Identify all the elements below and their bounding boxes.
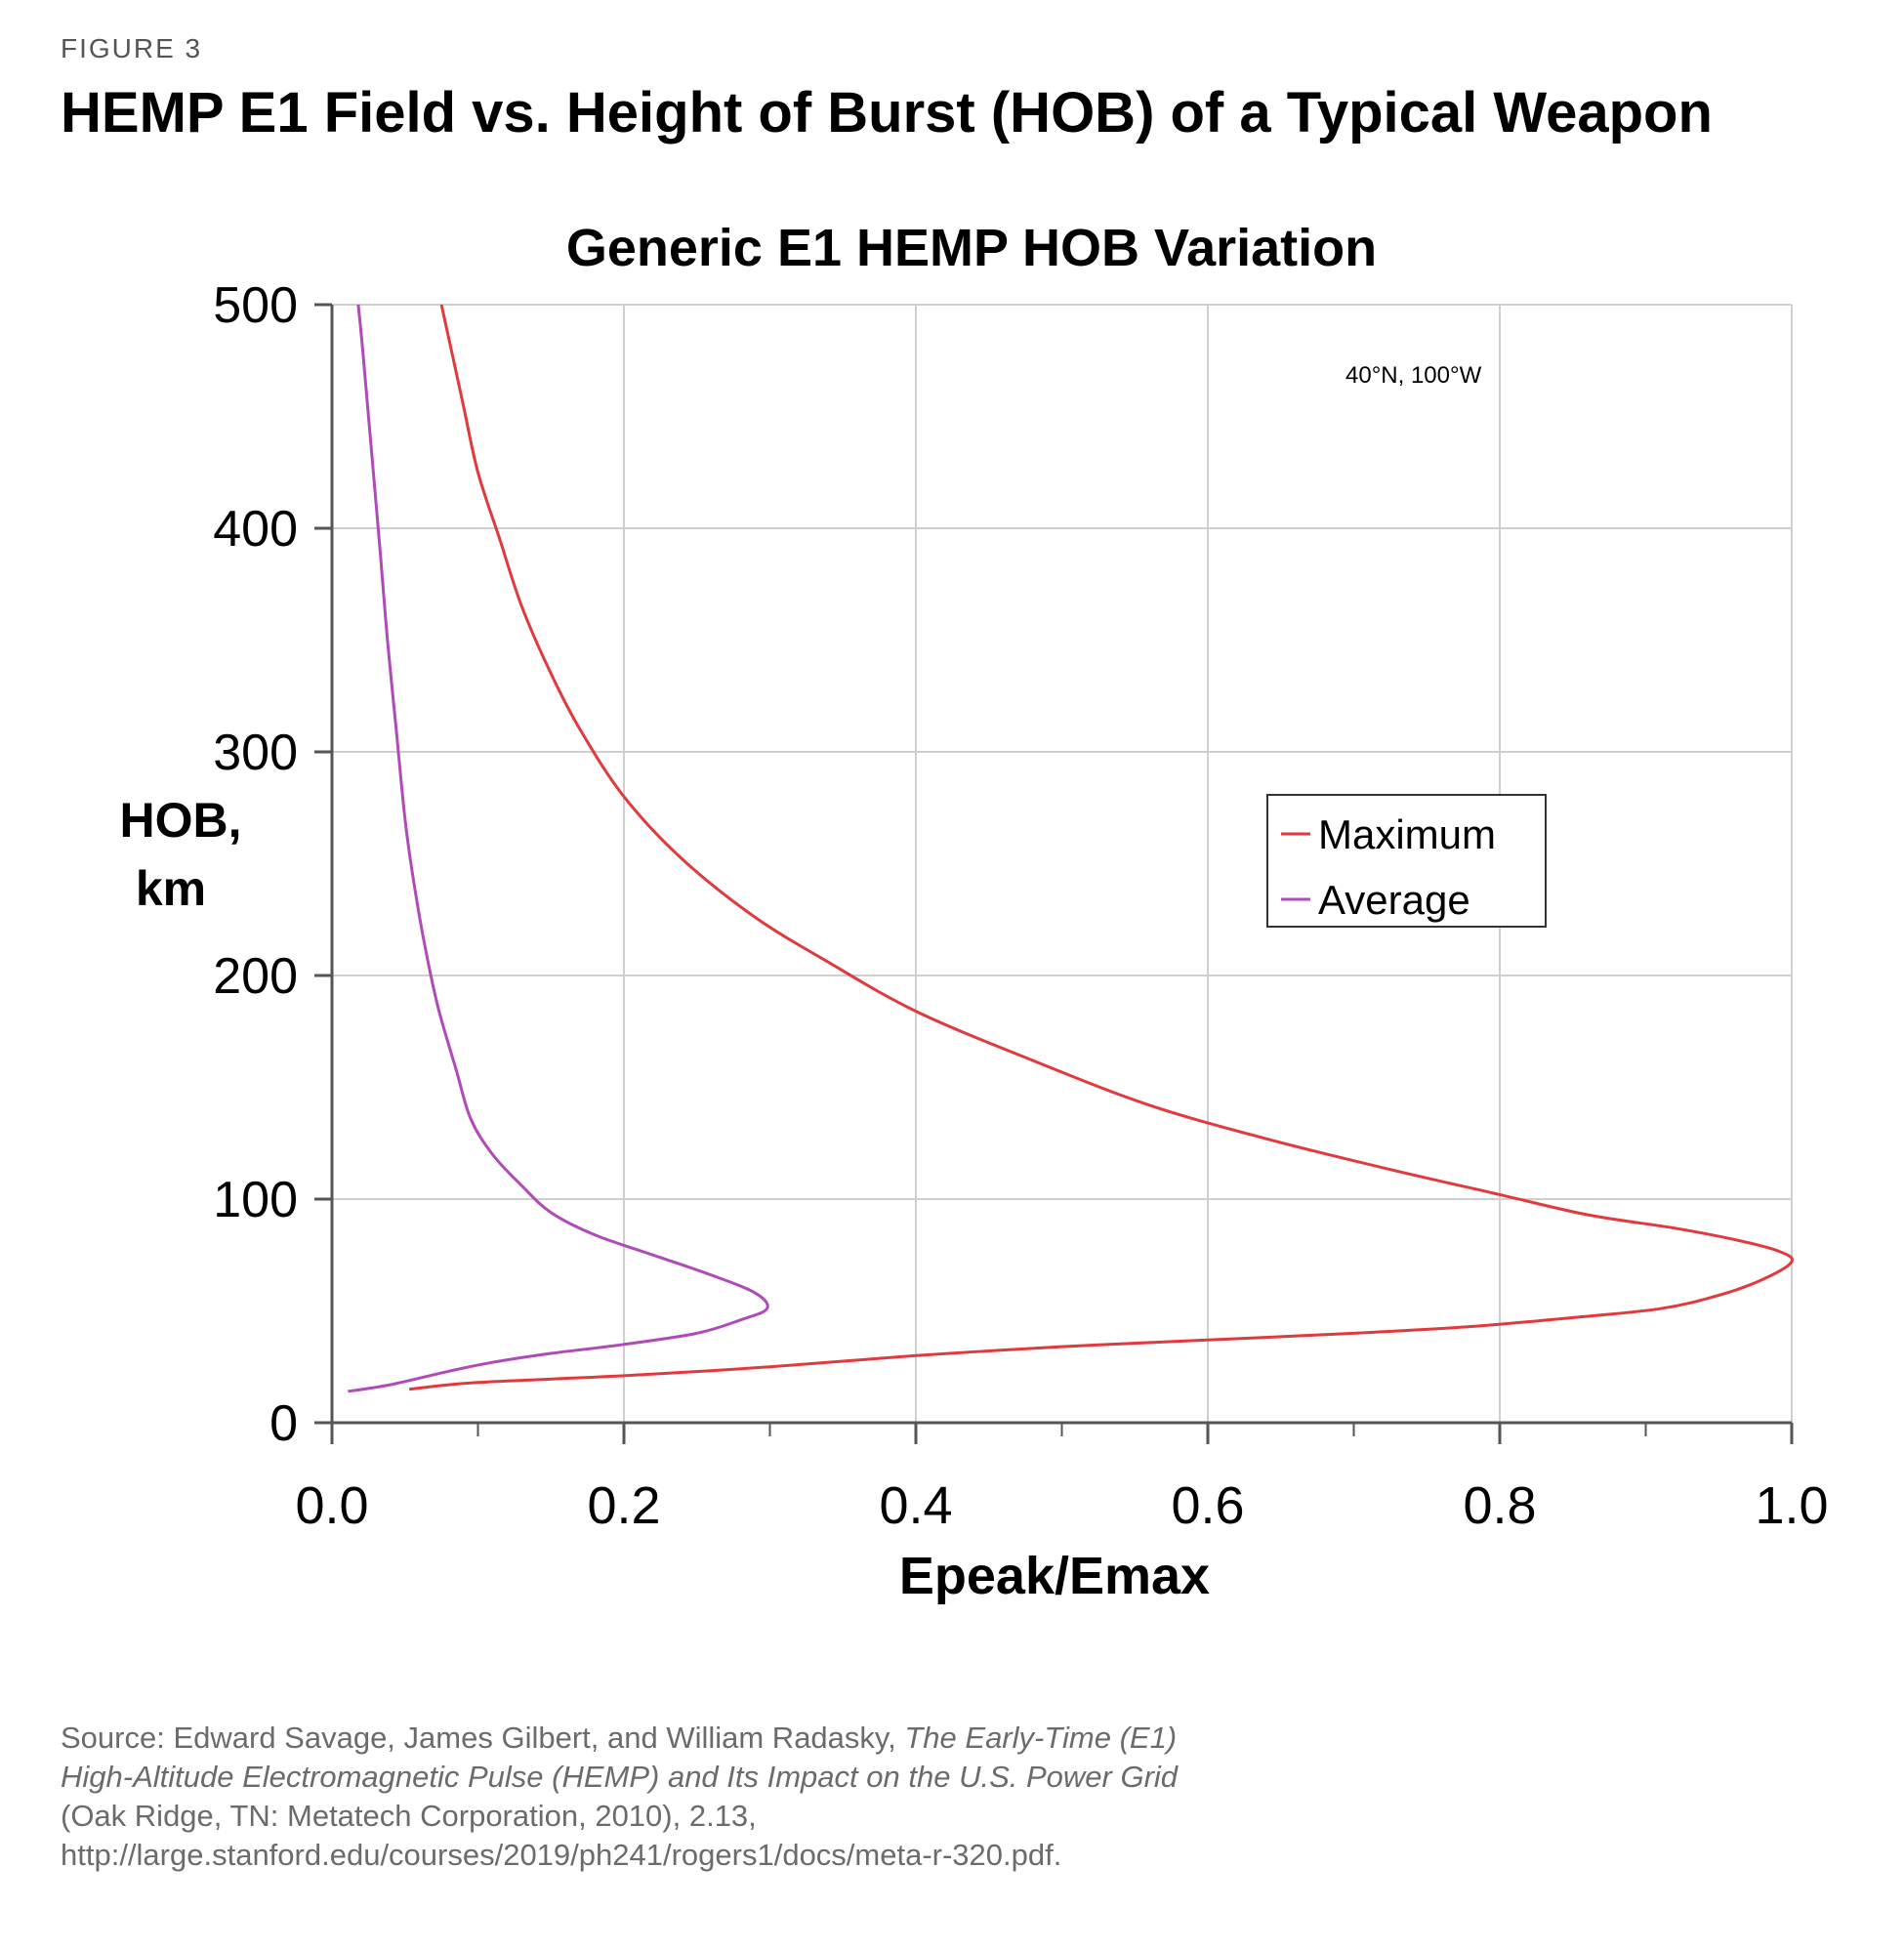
x-tick-label: 0.6 bbox=[1171, 1476, 1244, 1535]
grid bbox=[332, 304, 1793, 1423]
x-axis-label: Epeak/Emax bbox=[899, 1547, 1210, 1605]
y-axis-label-line-1: HOB, bbox=[120, 793, 242, 848]
legend: Maximum Average bbox=[1266, 794, 1547, 928]
legend-box bbox=[1266, 794, 1547, 928]
x-tick-label: 0.2 bbox=[587, 1476, 660, 1535]
chart-panel: Generic E1 HEMP HOB Variation 0 100 200 300… bbox=[78, 217, 1850, 1633]
series-line-average bbox=[348, 304, 769, 1393]
x-tick-labels: 0.0 0.2 0.4 0.6 0.8 1.0 bbox=[295, 1476, 1828, 1535]
y-tick-label: 500 bbox=[213, 277, 298, 334]
series-line-maximum bbox=[409, 304, 1794, 1391]
source-suffix: (Oak Ridge, TN: Metatech Corporation, 20… bbox=[61, 1799, 1062, 1872]
figure-title: HEMP E1 Field vs. Height of Burst (HOB) … bbox=[61, 81, 1713, 145]
y-tick-label: 400 bbox=[213, 501, 298, 558]
legend-label-average: Average bbox=[1318, 877, 1470, 923]
y-tick-label: 0 bbox=[269, 1395, 298, 1452]
source-title: The Early-Time (E1) High-Altitude Electr… bbox=[61, 1721, 1179, 1794]
axes bbox=[314, 303, 1794, 1444]
x-tick-label: 0.8 bbox=[1463, 1476, 1536, 1535]
location-annotation: 40°N, 100°W bbox=[1345, 362, 1482, 389]
legend-label-maximum: Maximum bbox=[1318, 811, 1496, 857]
y-tick-labels: 0 100 200 300 400 500 bbox=[213, 277, 298, 1452]
x-tick-label: 0.0 bbox=[295, 1476, 368, 1535]
y-axis-label: HOB, km bbox=[120, 793, 242, 916]
x-tick-label: 1.0 bbox=[1755, 1476, 1828, 1535]
y-tick-label: 100 bbox=[213, 1172, 298, 1228]
chart-title: Generic E1 HEMP HOB Variation bbox=[566, 219, 1377, 277]
y-tick-label: 200 bbox=[213, 948, 298, 1005]
y-tick-label: 300 bbox=[213, 725, 298, 781]
source-citation: Source: Edward Savage, James Gilbert, an… bbox=[61, 1719, 1213, 1875]
chart-svg: Generic E1 HEMP HOB Variation 0 100 200 300… bbox=[78, 217, 1850, 1633]
x-tick-label: 0.4 bbox=[879, 1476, 952, 1535]
y-axis-label-line-2: km bbox=[136, 861, 206, 916]
source-prefix: Source: Edward Savage, James Gilbert, an… bbox=[61, 1721, 896, 1755]
figure-label: FIGURE 3 bbox=[61, 33, 203, 63]
series-lines bbox=[348, 304, 1794, 1393]
